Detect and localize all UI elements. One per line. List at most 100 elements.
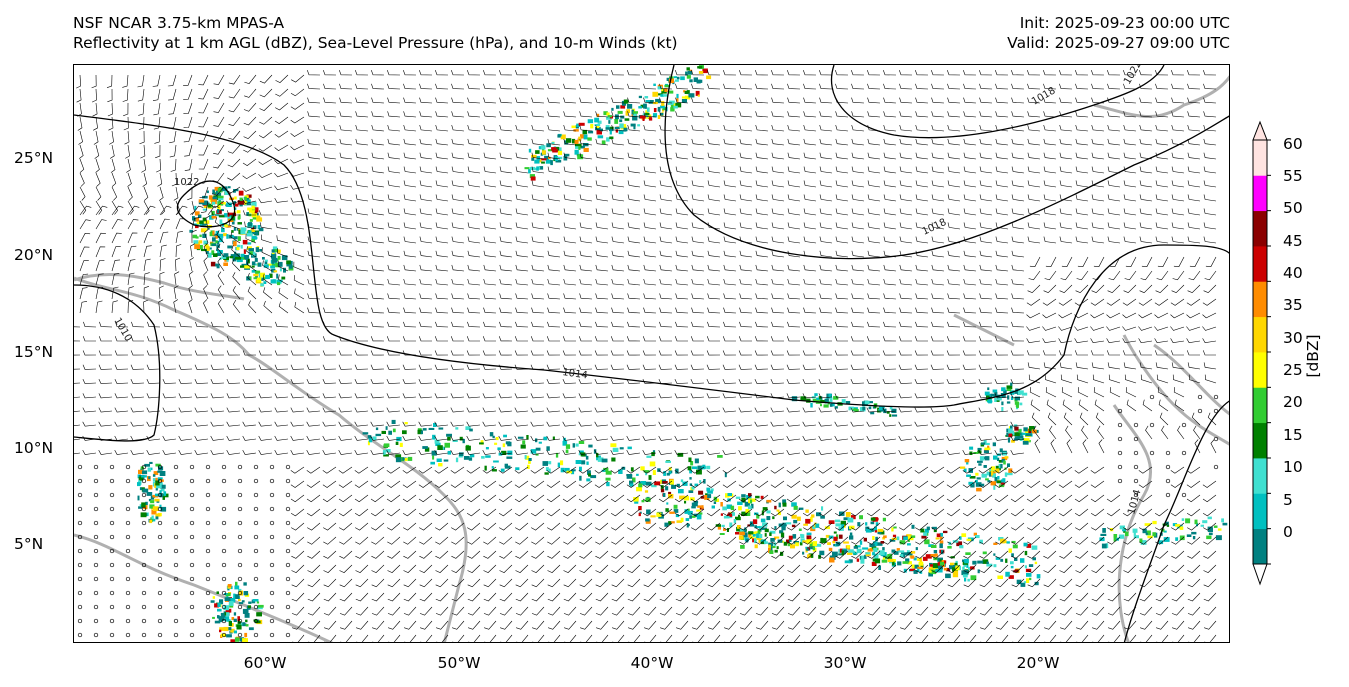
- wind-barb-1194: [739, 293, 753, 300]
- reflectivity-cell-657: [572, 443, 575, 448]
- wind-barb-20: [387, 69, 401, 76]
- wind-barb-205: [1043, 97, 1057, 104]
- wind-barb-2761: [467, 606, 481, 616]
- wind-barb-320: [579, 125, 593, 132]
- wind-barb-1500: [1026, 350, 1040, 356]
- wind-barb-2690: [483, 592, 497, 602]
- calm-wind-marker-2739: [125, 604, 131, 610]
- wind-barb-438: [170, 158, 177, 172]
- reflectivity-cell-1004: [1006, 541, 1010, 544]
- wind-barb-1389: [402, 336, 417, 342]
- wind-barb-1826: [482, 421, 497, 427]
- reflectivity-cell-396: [564, 153, 570, 157]
- wind-barb-2481: [595, 550, 609, 559]
- wind-barb-2540: [387, 564, 401, 573]
- wind-barb-779: [1011, 208, 1025, 216]
- wind-barb-1918: [802, 435, 817, 441]
- wind-barb-2192: [578, 494, 593, 503]
- reflectivity-cell-1029: [1036, 574, 1041, 579]
- reflectivity-cell-814: [735, 516, 741, 521]
- wind-barb-1229: [158, 299, 164, 314]
- reflectivity-cell-453: [662, 107, 666, 111]
- wind-barb-614: [675, 180, 689, 188]
- wind-barb-782: [1059, 208, 1073, 216]
- wind-barb-1296: [74, 326, 81, 328]
- wind-barb-829: [659, 222, 673, 230]
- wind-barb-816: [451, 222, 465, 230]
- reflectivity-cell-736: [543, 436, 548, 441]
- wind-barb-633: [979, 180, 993, 188]
- wind-barb-533: [531, 166, 545, 174]
- wind-barb-165: [403, 97, 417, 104]
- wind-barb-2345: [723, 522, 737, 531]
- wind-barb-1338: [739, 321, 753, 328]
- wind-barb-584: [199, 186, 209, 198]
- reflectivity-cell-704: [660, 485, 664, 490]
- wind-barb-576: [79, 186, 86, 201]
- wind-barb-44: [771, 69, 785, 76]
- wind-barb-1880: [194, 435, 209, 441]
- reflectivity-cell-1642: [228, 621, 232, 626]
- wind-barb-1260: [643, 307, 657, 314]
- wind-barb-1566: [930, 364, 945, 370]
- reflectivity-cell-1068: [883, 535, 887, 539]
- wind-barb-40: [707, 69, 721, 76]
- wind-barb-1646: [1060, 374, 1073, 384]
- reflectivity-cell-911: [939, 540, 944, 544]
- reflectivity-cell-1663: [891, 408, 897, 413]
- reflectivity-cell-1623: [242, 608, 249, 614]
- reflectivity-cell-245: [254, 263, 259, 266]
- wind-barb-209: [1107, 97, 1121, 104]
- wind-barb-2196: [642, 494, 657, 503]
- wind-barb-549: [787, 166, 801, 174]
- reflectivity-cell-213: [195, 217, 199, 222]
- reflectivity-cell-1534: [151, 515, 154, 520]
- reflectivity-cell-425: [698, 71, 704, 74]
- reflectivity-cell-1553: [155, 493, 160, 497]
- wind-barb-425: [1107, 138, 1121, 146]
- reflectivity-cell-1602: [247, 605, 251, 609]
- reflectivity-cell-1321: [790, 544, 795, 549]
- wind-barb-1457: [338, 350, 353, 356]
- wind-barb-1099: [371, 279, 385, 286]
- wind-barb-2878: [1188, 620, 1201, 630]
- reflectivity-cell-1155: [896, 536, 900, 541]
- wind-barb-242: [483, 111, 497, 118]
- wind-barb-1039: [563, 264, 577, 272]
- wind-barb-469: [659, 152, 673, 160]
- reflectivity-cell-262: [288, 265, 293, 269]
- wind-barb-504: [79, 172, 85, 187]
- wind-barb-2947: [1140, 634, 1153, 642]
- wind-barb-934: [1187, 236, 1201, 244]
- wind-barb-1160: [203, 285, 209, 300]
- wind-barb-1081: [95, 273, 104, 286]
- wind-barb-2031: [306, 466, 321, 474]
- wind-barb-1029: [403, 264, 417, 272]
- reflectivity-cell-1576: [220, 612, 226, 618]
- reflectivity-cell-1656: [226, 618, 230, 621]
- wind-barb-2444: [1155, 536, 1169, 545]
- wind-barb-448: [323, 152, 337, 160]
- wind-barb-656: [200, 200, 209, 213]
- wind-barb-403: [755, 138, 769, 146]
- wind-barb-1311: [307, 321, 321, 328]
- wind-barb-792: [79, 219, 91, 230]
- wind-barb-1542: [546, 364, 561, 370]
- wind-barb-2722: [995, 592, 1009, 602]
- wind-barb-2365: [1043, 522, 1057, 531]
- reflectivity-cell-496: [551, 147, 557, 151]
- wind-barb-1308: [259, 321, 273, 328]
- wind-barb-253: [659, 111, 673, 118]
- wind-barb-818: [483, 222, 497, 230]
- wind-barb-1948: [130, 449, 145, 455]
- wind-barb-1074: [1124, 270, 1137, 281]
- wind-barb-2332: [515, 522, 529, 531]
- reflectivity-cell-1301: [903, 568, 907, 573]
- calm-wind-marker-2013: [1181, 450, 1187, 456]
- wind-barb-2580: [1027, 564, 1041, 573]
- wind-barb-2553: [595, 564, 609, 573]
- reflectivity-cell-1295: [770, 538, 775, 542]
- wind-barb-2660: [1155, 578, 1169, 588]
- reflectivity-cell-1234: [828, 547, 833, 552]
- calm-wind-marker-2164: [141, 492, 147, 498]
